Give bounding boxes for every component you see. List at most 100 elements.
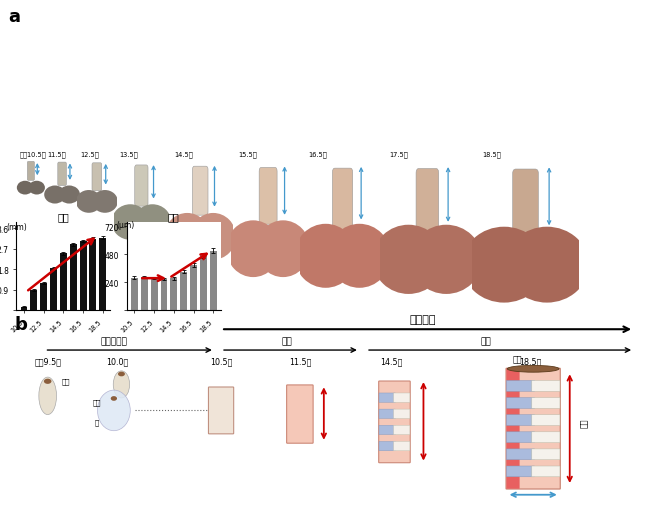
Ellipse shape <box>44 186 66 204</box>
FancyBboxPatch shape <box>506 466 534 477</box>
Bar <box>90 239 96 311</box>
FancyBboxPatch shape <box>393 393 410 402</box>
Bar <box>99 238 106 311</box>
Ellipse shape <box>462 227 546 303</box>
Bar <box>60 254 67 311</box>
Ellipse shape <box>44 379 51 384</box>
FancyBboxPatch shape <box>506 381 534 391</box>
Text: 18.5日: 18.5日 <box>519 357 541 366</box>
Bar <box>50 269 57 311</box>
Text: (mm): (mm) <box>6 222 27 231</box>
FancyBboxPatch shape <box>506 398 534 409</box>
Text: 10.0日: 10.0日 <box>106 357 128 366</box>
FancyBboxPatch shape <box>192 167 208 216</box>
Text: 腹側: 腹側 <box>580 417 590 427</box>
Text: 12.5日: 12.5日 <box>81 151 99 158</box>
Text: 14.5日: 14.5日 <box>380 357 402 366</box>
Text: 10.5日: 10.5日 <box>210 357 232 366</box>
Text: a: a <box>8 8 20 26</box>
FancyBboxPatch shape <box>532 398 560 409</box>
FancyBboxPatch shape <box>332 169 353 230</box>
Bar <box>180 272 187 311</box>
FancyBboxPatch shape <box>532 415 560 426</box>
Text: (μm): (μm) <box>117 221 135 230</box>
Bar <box>161 279 168 311</box>
Text: 15.5日: 15.5日 <box>238 151 257 158</box>
Text: 13.5日: 13.5日 <box>120 151 138 158</box>
Bar <box>79 241 86 311</box>
FancyBboxPatch shape <box>135 166 148 207</box>
FancyBboxPatch shape <box>532 449 560 460</box>
Bar <box>200 256 207 311</box>
Bar <box>141 277 148 311</box>
FancyBboxPatch shape <box>416 169 439 232</box>
Text: 気管: 気管 <box>93 399 101 406</box>
FancyBboxPatch shape <box>393 441 410 451</box>
FancyBboxPatch shape <box>287 385 313 443</box>
Text: 16.5日: 16.5日 <box>309 151 328 158</box>
FancyBboxPatch shape <box>379 441 395 451</box>
Ellipse shape <box>190 214 236 260</box>
FancyBboxPatch shape <box>513 170 538 236</box>
Bar <box>210 251 216 311</box>
Title: 直径: 直径 <box>168 212 180 221</box>
Bar <box>190 265 197 311</box>
Title: 長さ: 長さ <box>57 212 70 221</box>
Ellipse shape <box>58 186 80 204</box>
Ellipse shape <box>98 390 130 431</box>
Ellipse shape <box>17 181 33 195</box>
FancyBboxPatch shape <box>259 168 277 225</box>
Bar <box>21 307 27 311</box>
FancyBboxPatch shape <box>506 415 534 426</box>
Text: 11.5日: 11.5日 <box>289 357 311 366</box>
Ellipse shape <box>29 181 45 195</box>
Text: 管腔形成: 管腔形成 <box>410 315 436 324</box>
Ellipse shape <box>76 190 101 213</box>
FancyBboxPatch shape <box>393 425 410 435</box>
Ellipse shape <box>111 396 117 401</box>
Text: 拡大: 拡大 <box>480 336 491 345</box>
Bar <box>70 245 77 311</box>
Ellipse shape <box>328 224 391 288</box>
Text: 14.5日: 14.5日 <box>174 151 193 158</box>
Bar <box>151 279 157 311</box>
Text: 17.5日: 17.5日 <box>389 151 408 158</box>
Text: 11.5日: 11.5日 <box>48 151 66 158</box>
Text: 食道: 食道 <box>62 377 70 384</box>
Ellipse shape <box>39 377 57 415</box>
FancyBboxPatch shape <box>27 162 34 181</box>
Bar <box>131 278 138 311</box>
Bar <box>40 283 47 311</box>
FancyBboxPatch shape <box>506 369 519 489</box>
Ellipse shape <box>507 366 559 372</box>
Ellipse shape <box>410 225 482 294</box>
Bar <box>170 279 177 311</box>
FancyBboxPatch shape <box>379 393 395 402</box>
Bar <box>31 290 37 311</box>
FancyBboxPatch shape <box>92 164 101 191</box>
FancyBboxPatch shape <box>506 432 534 443</box>
FancyBboxPatch shape <box>58 163 66 186</box>
Ellipse shape <box>134 205 171 240</box>
Ellipse shape <box>294 224 357 288</box>
FancyBboxPatch shape <box>209 387 234 434</box>
Ellipse shape <box>226 221 280 278</box>
FancyBboxPatch shape <box>532 381 560 391</box>
Ellipse shape <box>112 205 149 240</box>
FancyBboxPatch shape <box>379 381 410 463</box>
Text: 胎生9.5日: 胎生9.5日 <box>34 357 61 366</box>
FancyBboxPatch shape <box>532 432 560 443</box>
FancyBboxPatch shape <box>532 466 560 477</box>
Text: 胎生10.5日: 胎生10.5日 <box>20 151 46 158</box>
Ellipse shape <box>113 371 129 398</box>
Text: 気管の分岐: 気管の分岐 <box>101 336 127 345</box>
Ellipse shape <box>505 227 589 303</box>
Text: 背側: 背側 <box>513 355 522 364</box>
FancyBboxPatch shape <box>506 449 534 460</box>
Ellipse shape <box>256 221 310 278</box>
FancyBboxPatch shape <box>506 369 560 489</box>
Text: 伸長: 伸長 <box>282 336 293 345</box>
Ellipse shape <box>372 225 445 294</box>
Text: b: b <box>14 316 27 334</box>
Text: 18.5日: 18.5日 <box>482 151 501 158</box>
